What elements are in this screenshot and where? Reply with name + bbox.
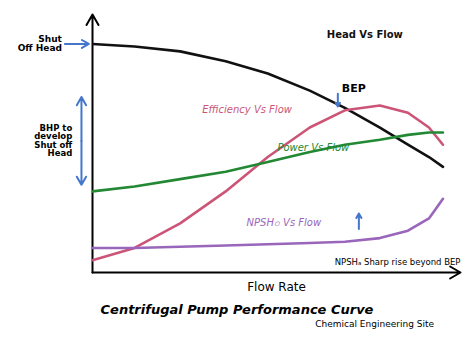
svg-text:ShutOff Head: ShutOff Head — [18, 34, 63, 53]
svg-text:BEP: BEP — [342, 82, 366, 95]
svg-text:Power Vs Flow: Power Vs Flow — [277, 142, 350, 153]
html-text:Chemical Engineering Site: Chemical Engineering Site — [315, 319, 434, 329]
svg-text:BHP todevelopShut offHead: BHP todevelopShut offHead — [34, 123, 72, 159]
svg-text:NPSHₐ Sharp rise beyond BEP: NPSHₐ Sharp rise beyond BEP — [335, 257, 461, 267]
svg-text:NPSH၀ Vs Flow: NPSH၀ Vs Flow — [247, 217, 322, 228]
svg-text:Head Vs Flow: Head Vs Flow — [327, 29, 403, 40]
html-text:Centrifugal Pump Performance C: Centrifugal Pump Performance Curve — [100, 302, 374, 317]
svg-text:Efficiency Vs Flow: Efficiency Vs Flow — [202, 104, 293, 115]
svg-text:Flow Rate: Flow Rate — [247, 280, 306, 294]
